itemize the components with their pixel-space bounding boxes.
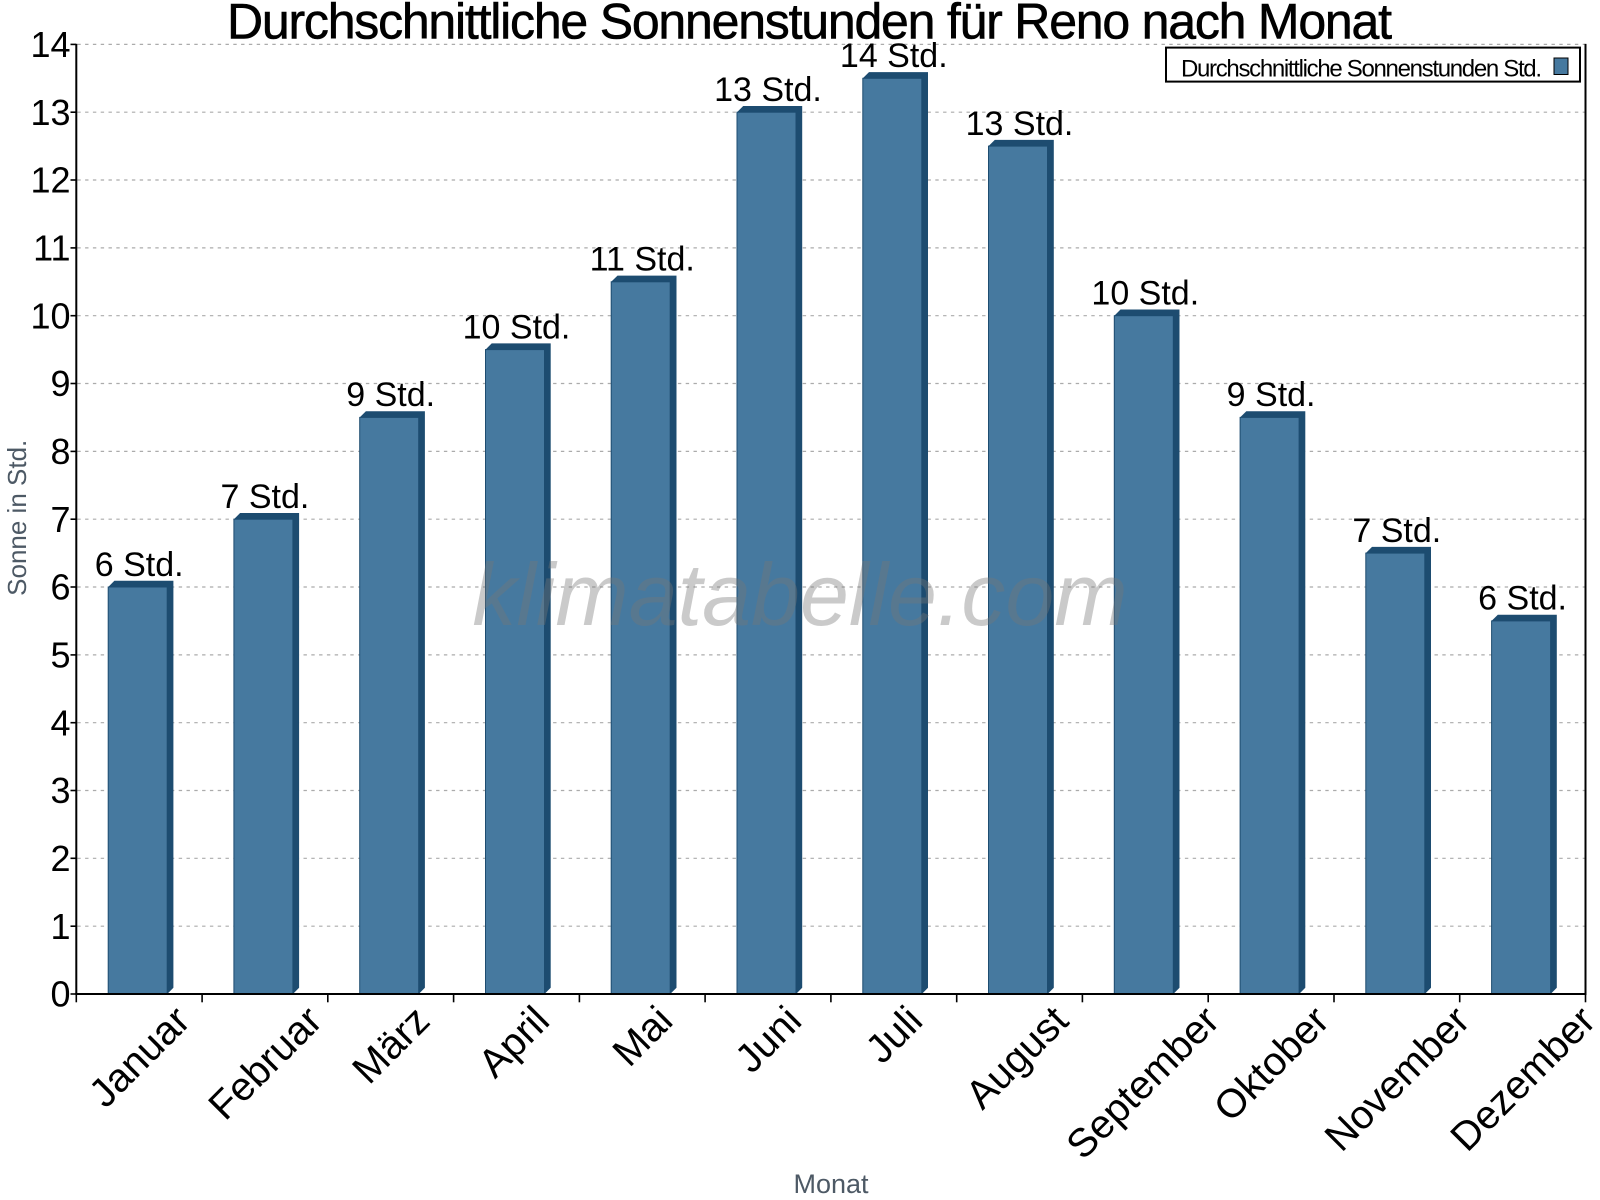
svg-text:6 Std.: 6 Std.	[95, 546, 184, 584]
svg-text:10: 10	[30, 295, 70, 336]
svg-text:6 Std.: 6 Std.	[1478, 580, 1567, 618]
svg-text:14: 14	[30, 24, 70, 65]
svg-text:11: 11	[33, 228, 70, 269]
svg-text:11 Std.: 11 Std.	[590, 241, 695, 279]
svg-text:1: 1	[50, 906, 70, 947]
svg-text:10 Std.: 10 Std.	[1091, 275, 1199, 313]
svg-text:7 Std.: 7 Std.	[1352, 512, 1441, 550]
svg-text:10 Std.: 10 Std.	[463, 308, 571, 346]
svg-text:Sonne in Std.: Sonne in Std.	[2, 440, 32, 596]
svg-text:13 Std.: 13 Std.	[966, 105, 1074, 143]
svg-text:Durchschnittliche Sonnenstunde: Durchschnittliche Sonnenstunden für Reno…	[227, 0, 1392, 49]
svg-text:7 Std.: 7 Std.	[220, 478, 309, 516]
svg-text:7: 7	[50, 499, 70, 540]
svg-text:0: 0	[50, 974, 70, 1015]
svg-text:9: 9	[50, 363, 70, 404]
svg-text:Durchschnittliche Sonnenstunde: Durchschnittliche Sonnenstunden Std.	[1181, 56, 1542, 83]
svg-text:8: 8	[50, 431, 70, 472]
svg-text:3: 3	[50, 770, 70, 811]
svg-text:9 Std.: 9 Std.	[346, 376, 435, 414]
svg-text:5: 5	[50, 635, 70, 676]
svg-text:12: 12	[30, 160, 70, 201]
svg-text:6: 6	[50, 567, 70, 608]
svg-text:9 Std.: 9 Std.	[1227, 376, 1316, 414]
svg-text:4: 4	[50, 702, 70, 743]
svg-text:Monat: Monat	[793, 1169, 869, 1199]
svg-text:klimatabelle.com: klimatabelle.com	[472, 545, 1127, 644]
svg-text:13 Std.: 13 Std.	[714, 71, 822, 109]
svg-text:13: 13	[30, 92, 70, 133]
svg-text:14 Std.: 14 Std.	[840, 37, 948, 75]
svg-text:2: 2	[50, 838, 70, 879]
